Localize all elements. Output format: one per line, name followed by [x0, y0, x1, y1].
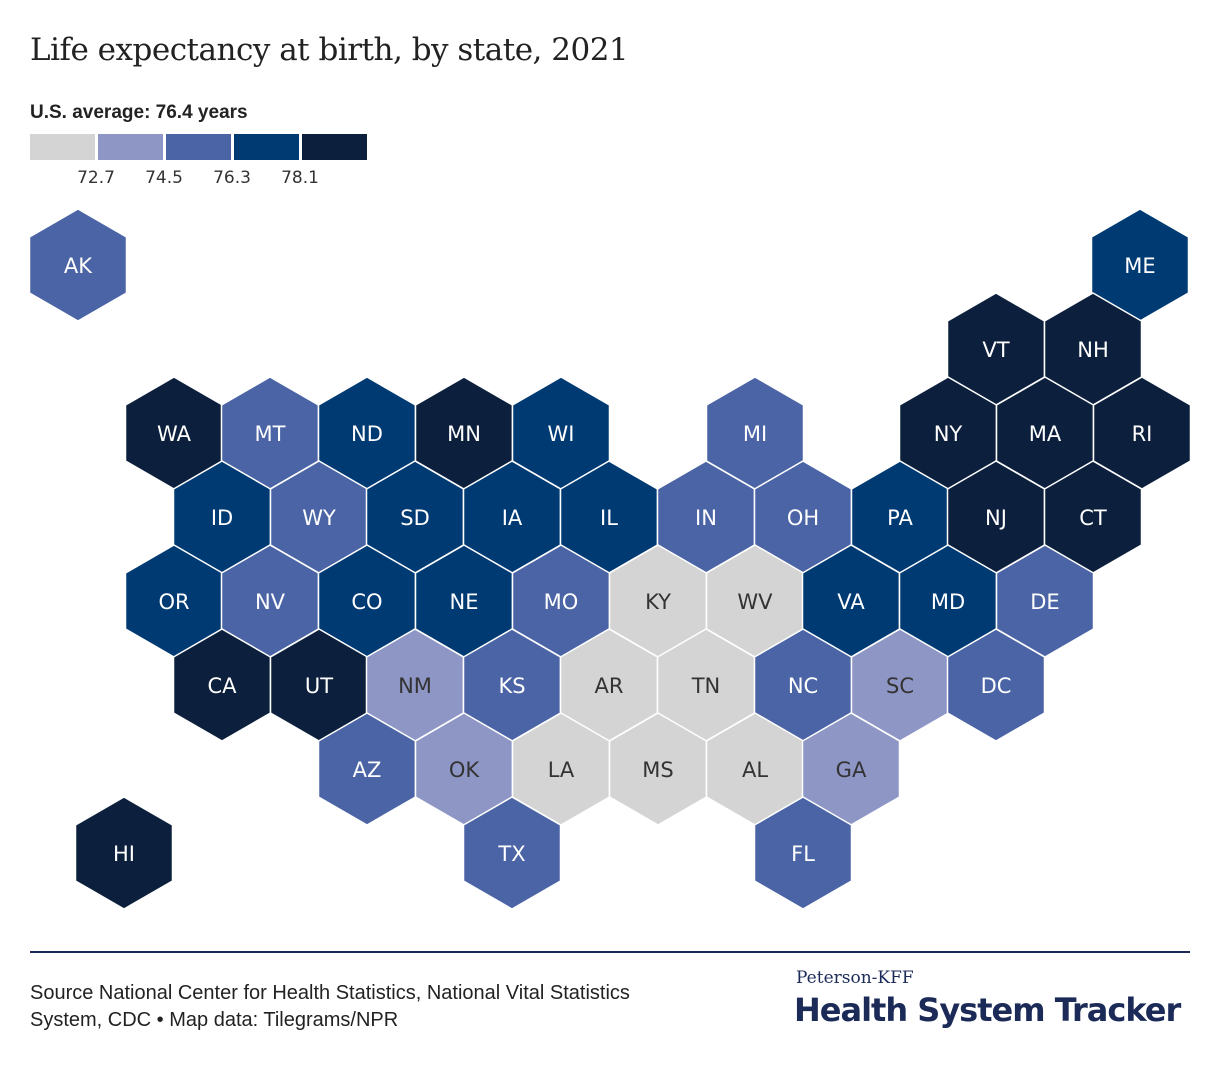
- color-legend: 72.7 74.5 76.3 78.1: [30, 134, 370, 194]
- state-label-ky: KY: [645, 590, 671, 614]
- state-label-vt: VT: [982, 338, 1009, 362]
- state-label-ne: NE: [450, 590, 479, 614]
- state-label-ok: OK: [449, 758, 481, 782]
- state-tile-ak: AK: [28, 208, 128, 322]
- state-label-nc: NC: [788, 674, 818, 698]
- state-label-nd: ND: [351, 422, 383, 446]
- state-hex-hi: [74, 796, 174, 910]
- state-label-nv: NV: [255, 590, 286, 614]
- state-tile-al: AL: [705, 712, 805, 826]
- state-label-ms: MS: [642, 758, 673, 782]
- hex-tile-map: AK ME VT NH WA MT ND MN WI MI NY MA RI ID WY SD IA IL IN OH…: [28, 208, 1192, 910]
- state-tile-wy: WY: [269, 460, 369, 574]
- state-label-ks: KS: [498, 674, 525, 698]
- source-note: Source National Center for Health Statis…: [30, 982, 630, 1031]
- state-label-mi: MI: [743, 422, 767, 446]
- state-label-ri: RI: [1132, 422, 1153, 446]
- state-label-ny: NY: [934, 422, 963, 446]
- state-label-la: LA: [548, 758, 575, 782]
- state-label-md: MD: [931, 590, 965, 614]
- state-hex-tx: [462, 796, 562, 910]
- state-label-ct: CT: [1079, 506, 1107, 530]
- state-label-tn: TN: [691, 674, 721, 698]
- state-label-hi: HI: [113, 842, 135, 866]
- state-label-ga: GA: [836, 758, 867, 782]
- state-label-fl: FL: [791, 842, 815, 866]
- state-tile-sc: SC: [850, 628, 950, 742]
- state-label-az: AZ: [353, 758, 382, 782]
- state-label-sd: SD: [400, 506, 430, 530]
- state-tile-az: AZ: [317, 712, 417, 826]
- state-label-ak: AK: [64, 254, 93, 278]
- state-label-wa: WA: [157, 422, 192, 446]
- state-tile-me: ME: [1090, 208, 1190, 322]
- map-title: Life expectancy at birth, by state, 2021: [30, 32, 629, 68]
- state-label-il: IL: [600, 506, 618, 530]
- state-tile-dc: DC: [946, 628, 1046, 742]
- state-label-co: CO: [351, 590, 382, 614]
- state-tile-sd: SD: [365, 460, 465, 574]
- state-label-wy: WY: [302, 506, 336, 530]
- state-label-ma: MA: [1029, 422, 1062, 446]
- state-label-tx: TX: [497, 842, 525, 866]
- state-tile-la: LA: [511, 712, 611, 826]
- state-label-ut: UT: [305, 674, 333, 698]
- legend-swatch-1: [98, 134, 163, 160]
- legend-swatch-4: [302, 134, 367, 160]
- state-label-in: IN: [695, 506, 717, 530]
- state-tile-wi: WI: [511, 376, 611, 490]
- state-label-nj: NJ: [985, 506, 1007, 530]
- state-tile-nh: NH: [1043, 292, 1143, 406]
- state-tile-ca: CA: [172, 628, 272, 742]
- state-label-nh: NH: [1077, 338, 1109, 362]
- state-label-mn: MN: [447, 422, 481, 446]
- legend-swatch-0: [30, 134, 95, 160]
- state-label-ca: CA: [207, 674, 237, 698]
- state-tile-nc: NC: [753, 628, 853, 742]
- legend-swatch-2: [166, 134, 231, 160]
- state-hex-dc: [946, 628, 1046, 742]
- legend-tick-0: 72.7: [77, 168, 115, 188]
- state-label-wv: WV: [737, 590, 773, 614]
- legend-tick-2: 76.3: [213, 168, 251, 188]
- state-label-oh: OH: [787, 506, 819, 530]
- state-tile-mi: MI: [705, 376, 805, 490]
- state-tile-hi: HI: [74, 796, 174, 910]
- legend-swatch-3: [234, 134, 299, 160]
- state-label-or: OR: [158, 590, 189, 614]
- state-tile-md: MD: [898, 544, 998, 658]
- state-tile-il: IL: [559, 460, 659, 574]
- state-label-nm: NM: [398, 674, 432, 698]
- brand-name-small: Peterson-KFF: [796, 968, 914, 988]
- state-label-va: VA: [837, 590, 865, 614]
- state-label-mt: MT: [255, 422, 286, 446]
- brand-logo: Health System Tracker: [794, 991, 1181, 1029]
- state-tile-ut: UT: [269, 628, 369, 742]
- state-label-pa: PA: [887, 506, 913, 530]
- state-label-ar: AR: [595, 674, 624, 698]
- state-label-me: ME: [1124, 254, 1155, 278]
- state-hex-ak: [28, 208, 128, 322]
- state-tile-tx: TX: [462, 796, 562, 910]
- state-label-al: AL: [742, 758, 768, 782]
- state-label-id: ID: [211, 506, 233, 530]
- state-label-ia: IA: [502, 506, 523, 530]
- state-label-wi: WI: [548, 422, 575, 446]
- state-tile-ga: GA: [801, 712, 901, 826]
- state-hex-fl: [753, 796, 853, 910]
- state-label-dc: DC: [981, 674, 1012, 698]
- state-tile-co: CO: [317, 544, 417, 658]
- state-tile-fl: FL: [753, 796, 853, 910]
- legend-tick-1: 74.5: [145, 168, 183, 188]
- us-average-subtitle: U.S. average: 76.4 years: [30, 102, 248, 123]
- state-label-sc: SC: [886, 674, 914, 698]
- state-tile-in: IN: [656, 460, 756, 574]
- state-label-mo: MO: [544, 590, 579, 614]
- legend-tick-3: 78.1: [281, 168, 319, 188]
- state-label-de: DE: [1030, 590, 1059, 614]
- footer-divider: [30, 951, 1190, 953]
